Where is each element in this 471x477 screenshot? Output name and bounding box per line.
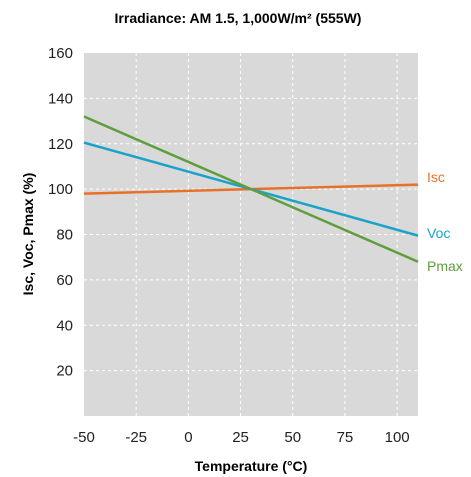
y-tick-label: 140 — [48, 90, 73, 107]
chart-title: Irradiance: AM 1.5, 1,000W/m² (555W) — [115, 10, 362, 26]
y-tick-label: 100 — [48, 181, 73, 198]
y-tick-label: 80 — [56, 227, 73, 244]
y-axis-title: Isc, Voc, Pmax (%) — [20, 173, 36, 296]
x-axis-title: Temperature (°C) — [195, 458, 308, 474]
y-tick-label: 160 — [48, 45, 73, 62]
series-label-isc: Isc — [427, 169, 445, 185]
gridlines — [84, 53, 418, 416]
series-label-pmax: Pmax — [427, 258, 463, 274]
series-labels: Isc Voc Pmax — [427, 169, 463, 274]
x-tick-label: 100 — [385, 429, 410, 446]
y-tick-label: 40 — [56, 317, 73, 334]
series-label-voc: Voc — [427, 225, 450, 241]
x-tick-label: 25 — [232, 429, 249, 446]
series-line-pmax — [83, 115, 419, 263]
x-tick-label: 0 — [184, 429, 192, 446]
x-tick-label: 75 — [337, 429, 354, 446]
y-tick-label: 120 — [48, 136, 73, 153]
y-tick-label: 60 — [56, 272, 73, 289]
x-axis-ticks: -50 -25 0 25 50 75 100 — [73, 429, 409, 446]
x-tick-label: 50 — [284, 429, 301, 446]
data-series — [83, 115, 419, 263]
y-tick-label: 20 — [56, 363, 73, 380]
y-axis-ticks: 20 40 60 80 100 120 140 160 — [48, 45, 73, 380]
x-tick-label: -25 — [125, 429, 147, 446]
x-tick-label: -50 — [73, 429, 95, 446]
